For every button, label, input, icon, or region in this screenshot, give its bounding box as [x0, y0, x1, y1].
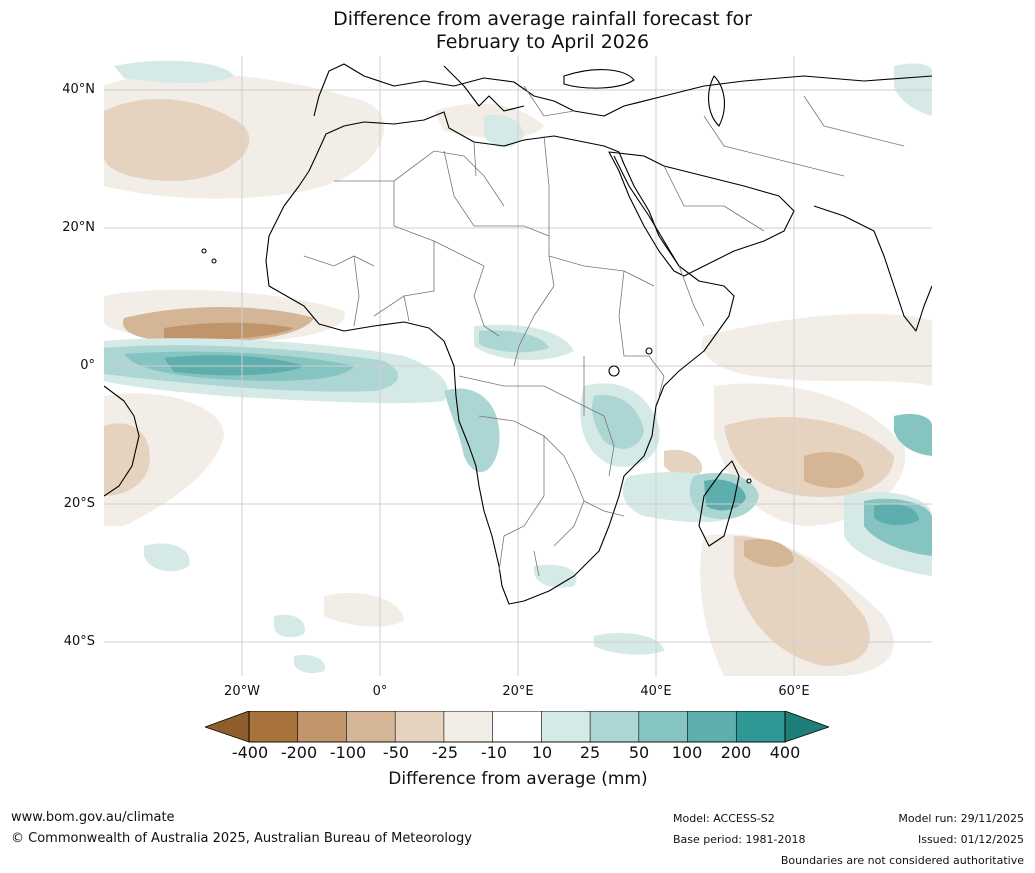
colorbar-tick-labels: -400 -200 -100 -50 -25 -10 10 25 50 100 … [0, 743, 1035, 763]
footer-model: Model: ACCESS-S2 [673, 812, 775, 825]
footer-issued: Issued: 01/12/2025 [917, 833, 1024, 846]
colorbar-swatch [687, 711, 738, 743]
footer-copyright: © Commonwealth of Australia 2025, Austra… [11, 831, 472, 846]
lon-label-40e: 40°E [640, 684, 672, 699]
lat-label-20s: 20°S [63, 496, 95, 511]
rainfall-map [104, 56, 932, 676]
colorbar-swatch [394, 711, 445, 743]
colorbar-swatch [248, 711, 299, 743]
map-graphic [104, 56, 932, 676]
colorbar-title: Difference from average (mm) [388, 769, 648, 789]
coastlines [104, 63, 932, 605]
lat-label-20n: 20°N [62, 220, 95, 235]
map-title: Difference from average rainfall forecas… [0, 8, 1035, 54]
colorbar-swatch [346, 711, 396, 743]
colorbar-high-extend [784, 711, 829, 743]
colorbar-tick: -200 [280, 743, 318, 762]
colorbar-tick: -10 [480, 743, 508, 762]
lon-label-20e: 20°E [502, 684, 534, 699]
colorbar-swatch [735, 711, 786, 743]
colorbar-swatch [638, 711, 689, 743]
colorbar-swatch [541, 711, 591, 743]
lon-label-0: 0° [372, 684, 388, 699]
colorbar-tick: -50 [382, 743, 410, 762]
colorbar-tick: -400 [231, 743, 269, 762]
colorbar-tick: -25 [431, 743, 459, 762]
lat-label-0: 0° [80, 358, 95, 373]
colorbar-swatch [297, 711, 348, 743]
colorbar-tick: 200 [720, 743, 752, 762]
colorbar [205, 711, 829, 743]
colorbar-tick: 100 [671, 743, 703, 762]
lon-label-20w: 20°W [224, 684, 260, 699]
footer-model-run: Model run: 29/11/2025 [898, 812, 1024, 825]
lon-label-60e: 60°E [778, 684, 810, 699]
colorbar-tick: 25 [579, 743, 601, 762]
anomaly-shading [104, 60, 932, 676]
colorbar-tick: 50 [628, 743, 650, 762]
lat-label-40n: 40°N [62, 82, 95, 97]
colorbar-tick: -100 [329, 743, 367, 762]
colorbar-swatch [443, 711, 494, 743]
colorbar-tick: 400 [769, 743, 801, 762]
colorbar-swatch [589, 711, 640, 743]
footer-disclaimer: Boundaries are not considered authoritat… [780, 854, 1024, 867]
title-line-1: Difference from average rainfall forecas… [333, 8, 752, 30]
colorbar-swatch [492, 711, 543, 743]
footer-base-period: Base period: 1981-2018 [673, 833, 806, 846]
colorbar-tick: 10 [531, 743, 553, 762]
footer-url[interactable]: www.bom.gov.au/climate [11, 810, 175, 825]
colorbar-low-extend [205, 711, 250, 743]
lat-label-40s: 40°S [63, 634, 95, 649]
title-line-2: February to April 2026 [435, 31, 650, 53]
country-borders [303, 85, 905, 577]
